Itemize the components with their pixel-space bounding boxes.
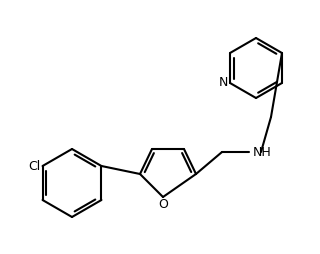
- Text: O: O: [158, 198, 168, 211]
- Text: N: N: [219, 75, 228, 88]
- Text: NH: NH: [253, 146, 272, 158]
- Text: Cl: Cl: [28, 160, 41, 172]
